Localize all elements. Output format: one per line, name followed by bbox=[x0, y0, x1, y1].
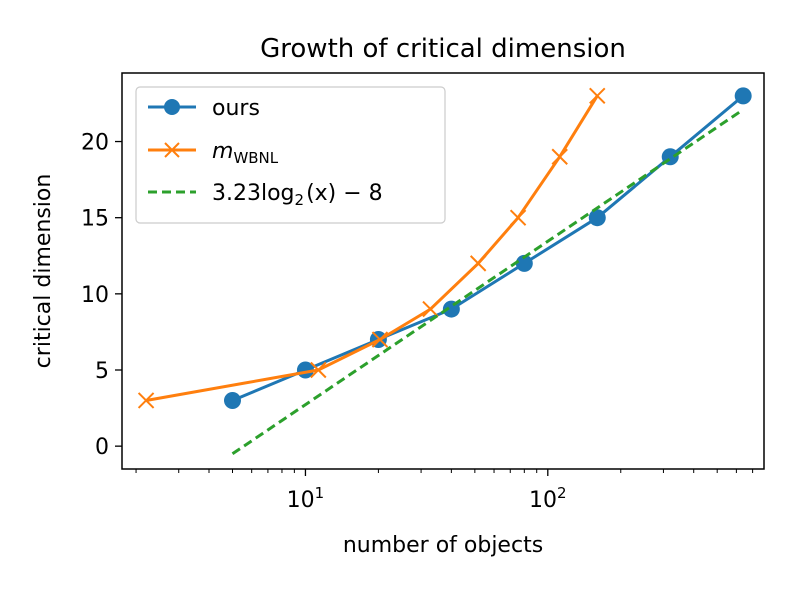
y-axis-label: critical dimension bbox=[31, 174, 56, 369]
legend-label-mwbnl-sub: WBNL bbox=[233, 149, 278, 167]
legend-frame bbox=[135, 86, 446, 224]
legend-label-mwbnl: mWBNL bbox=[212, 139, 279, 167]
data-point-0-0 bbox=[223, 391, 241, 409]
y-tick-label-1: 5 bbox=[95, 359, 109, 384]
y-tick-label-3: 15 bbox=[81, 207, 109, 232]
data-point-1-7 bbox=[589, 87, 606, 105]
data-point-1-2 bbox=[371, 331, 389, 348]
legend-label-mwbnl-main: m bbox=[212, 139, 233, 164]
y-tick-label-2: 10 bbox=[81, 283, 109, 308]
legend-label-fit-post: (x) − 8 bbox=[306, 181, 383, 206]
series-line-0 bbox=[231, 94, 745, 402]
tick-marks: 0 5 10 15 20 101 102 bbox=[81, 131, 754, 513]
data-point-1-4 bbox=[469, 255, 487, 272]
legend-label-fit-pre: 3.23log bbox=[212, 181, 295, 206]
data-point-0-7 bbox=[734, 87, 752, 105]
axes-frame bbox=[121, 72, 765, 470]
x-tick-label-1: 102 bbox=[529, 484, 567, 513]
data-point-1-3 bbox=[422, 300, 439, 318]
x-axis-label: number of objects bbox=[343, 533, 543, 558]
data-point-0-5 bbox=[588, 209, 606, 227]
data-point-1-5 bbox=[509, 209, 527, 226]
y-tick-label-4: 20 bbox=[81, 131, 109, 156]
series-line-2 bbox=[231, 108, 745, 456]
legend-marker-mwbnl bbox=[164, 142, 180, 158]
legend-label-ours: ours bbox=[212, 96, 260, 121]
y-tick-label-0: 0 bbox=[95, 435, 109, 460]
legend-marker-ours bbox=[164, 99, 180, 115]
chart-title: Growth of critical dimension bbox=[260, 34, 626, 64]
x-tick-label-0: 101 bbox=[287, 484, 325, 513]
data-point-1-0 bbox=[137, 392, 155, 409]
series-line-1 bbox=[145, 95, 599, 402]
legend: ours mWBNL 3.23log2(x) − 8 bbox=[135, 86, 446, 224]
data-point-1-1 bbox=[310, 361, 327, 379]
data-point-1-6 bbox=[551, 148, 568, 165]
plot-area bbox=[137, 87, 752, 456]
data-point-0-4 bbox=[515, 254, 533, 272]
legend-label-fit: 3.23log2(x) − 8 bbox=[212, 181, 383, 209]
legend-label-fit-sub: 2 bbox=[295, 191, 305, 209]
